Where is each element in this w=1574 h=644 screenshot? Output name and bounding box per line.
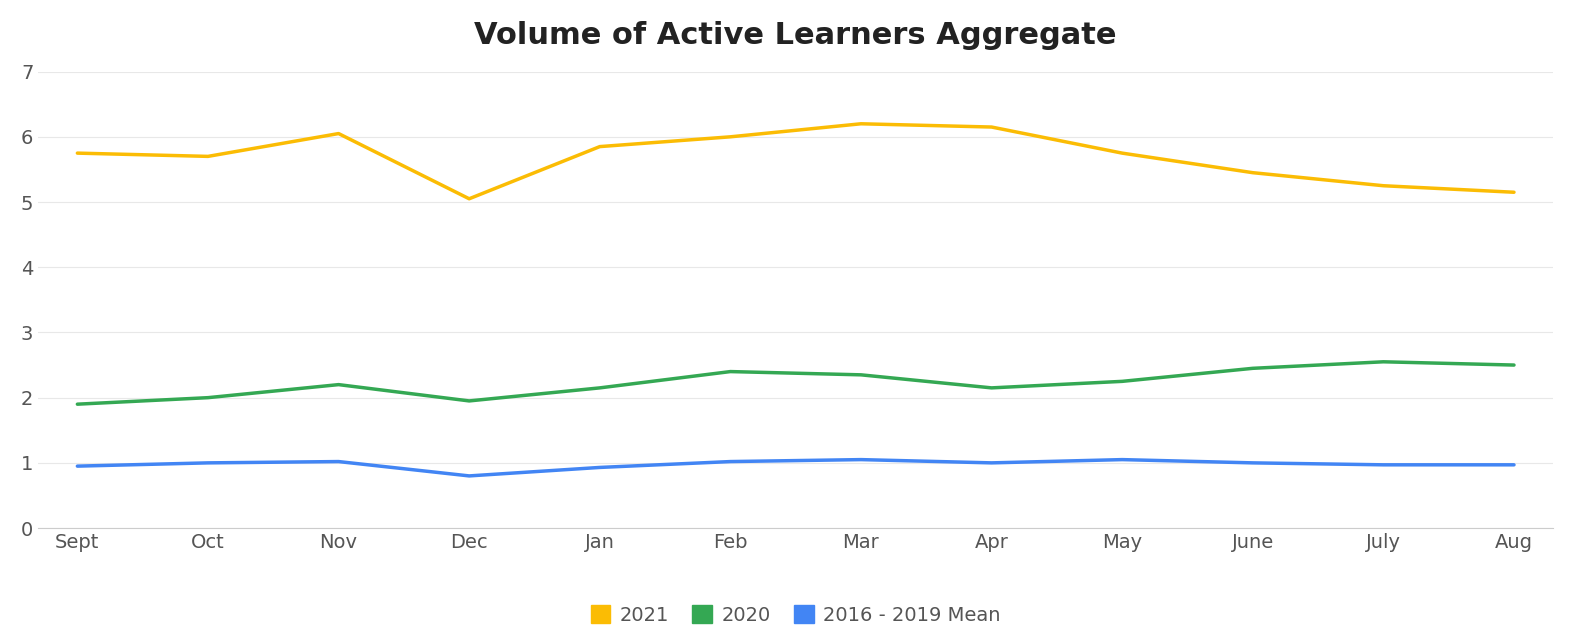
Legend: 2021, 2020, 2016 - 2019 Mean: 2021, 2020, 2016 - 2019 Mean bbox=[582, 598, 1009, 632]
Title: Volume of Active Learners Aggregate: Volume of Active Learners Aggregate bbox=[474, 21, 1118, 50]
